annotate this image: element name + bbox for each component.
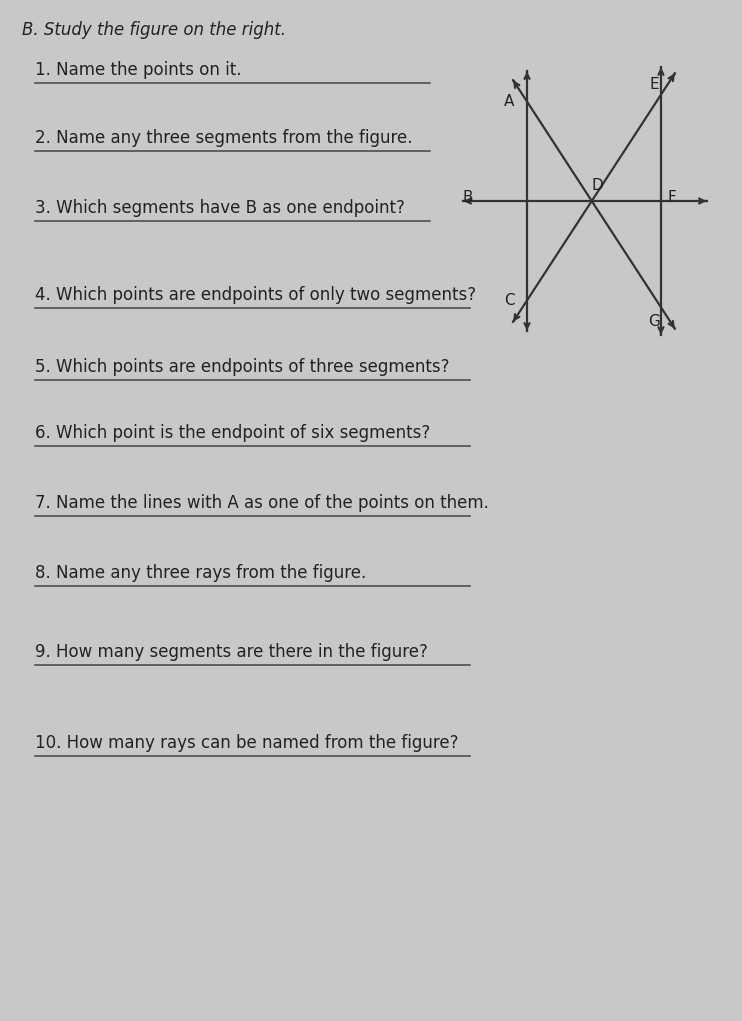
Text: B. Study the figure on the right.: B. Study the figure on the right. <box>22 21 286 39</box>
Text: 1. Name the points on it.: 1. Name the points on it. <box>35 61 241 79</box>
Text: D: D <box>591 178 603 193</box>
Text: 5. Which points are endpoints of three segments?: 5. Which points are endpoints of three s… <box>35 358 450 376</box>
Text: F: F <box>668 190 677 205</box>
Text: B: B <box>462 190 473 205</box>
Text: 6. Which point is the endpoint of six segments?: 6. Which point is the endpoint of six se… <box>35 424 430 442</box>
Text: 3. Which segments have B as one endpoint?: 3. Which segments have B as one endpoint… <box>35 199 405 217</box>
Text: 4. Which points are endpoints of only two segments?: 4. Which points are endpoints of only tw… <box>35 286 476 304</box>
Text: 9. How many segments are there in the figure?: 9. How many segments are there in the fi… <box>35 643 428 661</box>
Text: C: C <box>504 293 514 308</box>
Text: 2. Name any three segments from the figure.: 2. Name any three segments from the figu… <box>35 129 413 147</box>
Text: A: A <box>504 94 514 109</box>
Text: E: E <box>649 77 659 92</box>
Text: 10. How many rays can be named from the figure?: 10. How many rays can be named from the … <box>35 734 459 752</box>
Text: 7. Name the lines with A as one of the points on them.: 7. Name the lines with A as one of the p… <box>35 494 489 512</box>
Text: 8. Name any three rays from the figure.: 8. Name any three rays from the figure. <box>35 564 367 582</box>
Text: G: G <box>648 313 660 329</box>
